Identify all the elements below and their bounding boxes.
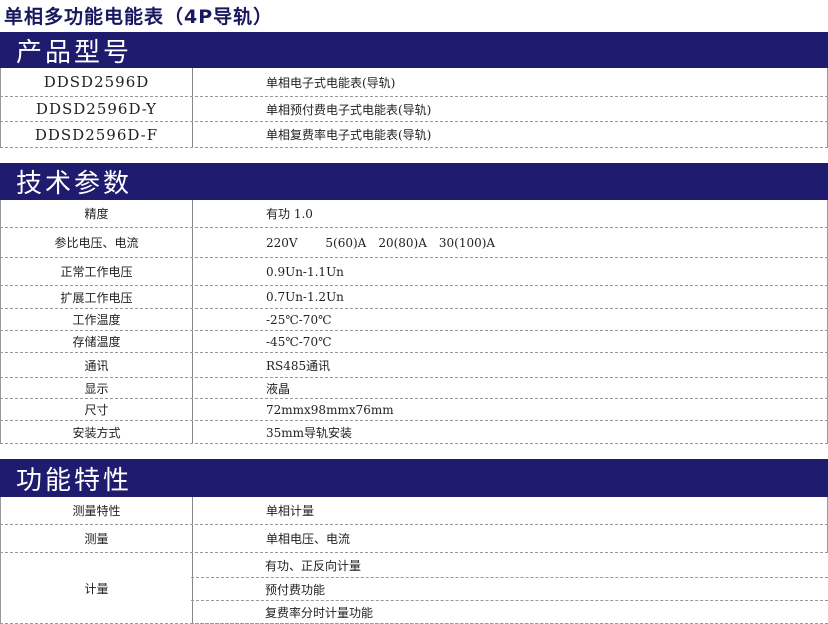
row-value: 有功 1.0 — [266, 207, 313, 221]
table-row: DDSD2596D-F 单相复费率电子式电能表(导轨) — [0, 122, 828, 148]
table-row: 测量 单相电压、电流 — [0, 525, 828, 553]
row-label: 参比电压、电流 — [1, 228, 193, 257]
row-label: 通讯 — [1, 353, 193, 377]
page-title: 单相多功能电能表（4P导轨） — [4, 6, 274, 28]
row-label: 测量特性 — [1, 497, 193, 524]
row-value: -45℃-70℃ — [266, 334, 332, 349]
row-label: 显示 — [1, 378, 193, 398]
row-value: 单相计量 — [266, 504, 315, 518]
section-header-features: 功能特性 — [0, 459, 828, 497]
table-row: 工作温度 -25℃-70℃ — [0, 309, 828, 331]
row-label: 尺寸 — [1, 399, 193, 420]
row-value: 220V 5(60)A 20(80)A 30(100)A — [266, 236, 496, 250]
row-value: 单相电压、电流 — [266, 532, 351, 546]
row-value: 液晶 — [266, 381, 291, 396]
table-row: 通讯 RS485通讯 — [0, 353, 828, 378]
row-label: 安装方式 — [1, 421, 193, 443]
section-header-specs: 技术参数 — [0, 163, 828, 200]
row-value: -25℃-70℃ — [266, 312, 332, 327]
row-value: 单相复费率电子式电能表(导轨) — [266, 128, 432, 142]
row-value: 72mmx98mmx76mm — [266, 402, 394, 417]
table-row: 精度 有功 1.0 — [0, 200, 828, 228]
table-row: DDSD2596D 单相电子式电能表(导轨) — [0, 68, 828, 97]
row-label: 正常工作电压 — [1, 258, 193, 285]
row-label: 扩展工作电压 — [1, 286, 193, 308]
table-row: 显示 液晶 — [0, 378, 828, 399]
table-row: 参比电压、电流 220V 5(60)A 20(80)A 30(100)A — [0, 228, 828, 258]
row-value: 0.7Un-1.2Un — [266, 290, 344, 304]
row-value: RS485通讯 — [266, 358, 331, 373]
metering-value: 有功、正反向计量 — [191, 553, 828, 578]
row-label: 测量 — [1, 525, 193, 552]
row-label: 存储温度 — [1, 331, 193, 352]
table-row: 尺寸 72mmx98mmx76mm — [0, 399, 828, 421]
row-value: 35mm导轨安装 — [266, 425, 353, 440]
row-value: 单相预付费电子式电能表(导轨) — [266, 102, 432, 117]
table-row: 测量特性 单相计量 — [0, 497, 828, 525]
section-header-models: 产品型号 — [0, 32, 828, 68]
row-value: 单相电子式电能表(导轨) — [266, 75, 396, 90]
row-value: 0.9Un-1.1Un — [266, 264, 344, 279]
row-label: 工作温度 — [1, 309, 193, 330]
metering-value: 复费率分时计量功能 — [191, 601, 828, 624]
row-label: DDSD2596D-Y — [1, 97, 193, 121]
row-label: DDSD2596D-F — [1, 122, 193, 147]
metering-value: 预付费功能 — [191, 578, 828, 601]
row-label: DDSD2596D — [1, 68, 193, 96]
table-row: 正常工作电压 0.9Un-1.1Un — [0, 258, 828, 286]
table-row: DDSD2596D-Y 单相预付费电子式电能表(导轨) — [0, 97, 828, 122]
row-label: 精度 — [1, 200, 193, 227]
table-row: 安装方式 35mm导轨安装 — [0, 421, 828, 444]
row-label: 计量 — [1, 553, 193, 623]
table-row: 存储温度 -45℃-70℃ — [0, 331, 828, 353]
table-row: 扩展工作电压 0.7Un-1.2Un — [0, 286, 828, 309]
